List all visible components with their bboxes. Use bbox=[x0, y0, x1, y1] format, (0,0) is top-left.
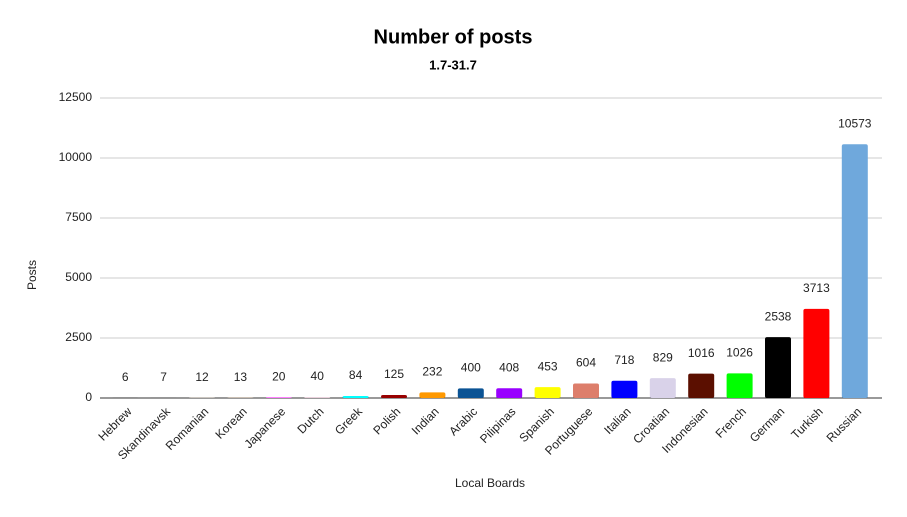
y-tick-label: 2500 bbox=[65, 330, 92, 344]
y-axis-title: Posts bbox=[25, 260, 39, 290]
bar bbox=[726, 373, 753, 398]
x-tick-label: French bbox=[713, 404, 749, 440]
bar bbox=[457, 388, 484, 398]
x-tick-label: Dutch bbox=[294, 404, 326, 436]
bar bbox=[381, 395, 407, 398]
y-tick-label: 7500 bbox=[65, 210, 92, 224]
value-label: 10573 bbox=[838, 116, 872, 130]
bar bbox=[304, 397, 331, 398]
value-label: 718 bbox=[614, 353, 634, 367]
chart-title: Number of posts bbox=[374, 26, 533, 48]
value-label: 84 bbox=[349, 368, 363, 382]
x-tick-label: Italian bbox=[601, 404, 634, 437]
value-label: 232 bbox=[422, 365, 442, 379]
bar bbox=[496, 388, 523, 398]
bar bbox=[765, 337, 791, 398]
value-label: 12 bbox=[195, 370, 209, 384]
chart-subtitle: 1.7-31.7 bbox=[429, 57, 477, 72]
y-tick-label: 0 bbox=[85, 390, 92, 404]
value-label: 40 bbox=[311, 369, 325, 383]
bar bbox=[841, 144, 868, 398]
value-label: 13 bbox=[234, 370, 248, 384]
value-label: 400 bbox=[461, 361, 481, 375]
bar bbox=[534, 387, 561, 398]
bar bbox=[688, 373, 715, 398]
value-label: 125 bbox=[384, 367, 404, 381]
x-tick-label: German bbox=[747, 404, 788, 445]
x-tick-label: Turkish bbox=[788, 404, 825, 441]
value-label: 1016 bbox=[688, 346, 715, 360]
x-axis-title: Local Boards bbox=[455, 476, 525, 490]
value-label: 408 bbox=[499, 360, 519, 374]
y-tick-label: 10000 bbox=[59, 150, 93, 164]
bar bbox=[419, 392, 446, 398]
bar bbox=[573, 383, 599, 398]
value-label: 20 bbox=[272, 370, 286, 384]
bar bbox=[342, 395, 369, 398]
value-label: 2538 bbox=[765, 309, 792, 323]
x-tick-label: Korean bbox=[212, 404, 249, 441]
value-label: 7 bbox=[160, 370, 167, 384]
x-tick-label: Japanese bbox=[241, 404, 288, 451]
bar bbox=[803, 308, 830, 398]
y-tick-label: 5000 bbox=[65, 270, 92, 284]
y-tick-label: 12500 bbox=[59, 90, 93, 104]
value-label: 829 bbox=[653, 350, 673, 364]
value-label: 453 bbox=[538, 359, 558, 373]
value-label: 6 bbox=[122, 370, 129, 384]
x-tick-label: Pilipinas bbox=[477, 404, 519, 446]
x-tick-label: Russian bbox=[824, 404, 865, 445]
x-tick-label: Polish bbox=[370, 404, 403, 437]
x-tick-label: Greek bbox=[332, 404, 366, 438]
value-label: 1026 bbox=[726, 346, 753, 360]
x-tick-label: Indian bbox=[409, 404, 442, 437]
bar bbox=[649, 378, 676, 398]
x-tick-label: Arabic bbox=[446, 404, 480, 438]
value-label: 3713 bbox=[803, 281, 830, 295]
bar bbox=[611, 380, 638, 398]
value-label: 604 bbox=[576, 356, 596, 370]
